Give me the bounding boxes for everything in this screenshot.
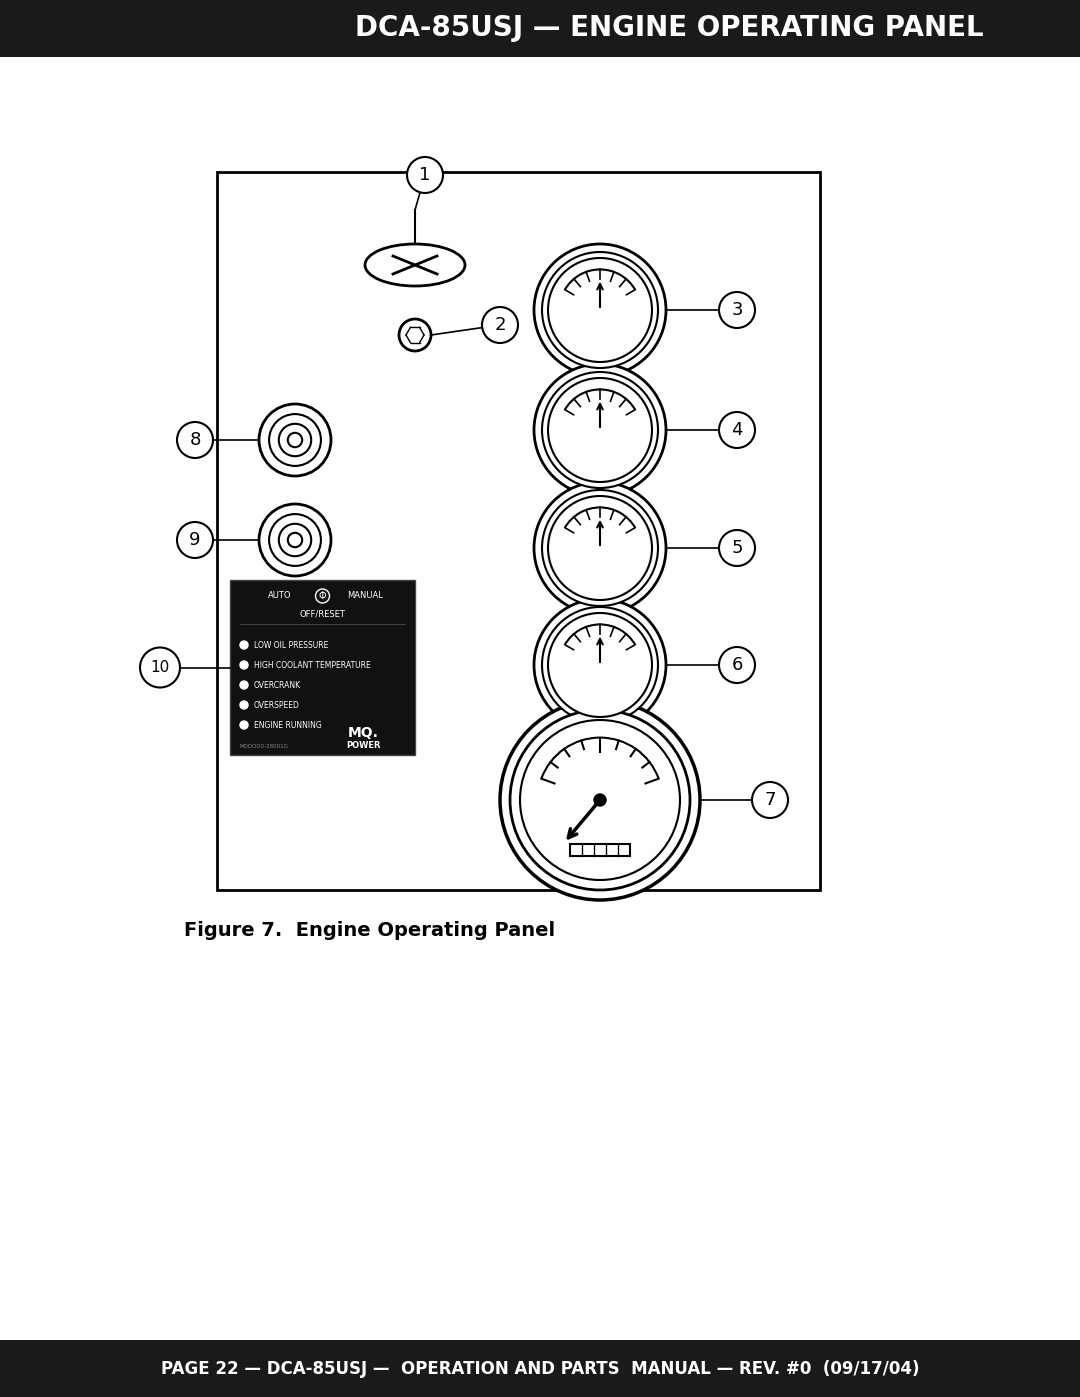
Circle shape <box>287 532 302 548</box>
Circle shape <box>287 433 302 447</box>
Circle shape <box>548 613 652 717</box>
Text: 10: 10 <box>150 659 170 675</box>
Text: OVERCRANK: OVERCRANK <box>254 680 301 690</box>
Circle shape <box>719 292 755 328</box>
Text: HIGH COOLANT TEMPERATURE: HIGH COOLANT TEMPERATURE <box>254 661 370 669</box>
Circle shape <box>519 719 680 880</box>
Circle shape <box>510 710 690 890</box>
Circle shape <box>399 319 431 351</box>
Text: 8: 8 <box>189 432 201 448</box>
Text: MODOO0-28001G: MODOO0-28001G <box>240 745 288 750</box>
Text: OFF/RESET: OFF/RESET <box>299 609 346 619</box>
Text: 7: 7 <box>765 791 775 809</box>
Circle shape <box>269 414 321 467</box>
Circle shape <box>240 661 248 669</box>
Text: MQ.: MQ. <box>348 726 379 740</box>
Text: MANUAL: MANUAL <box>347 591 383 601</box>
Ellipse shape <box>365 244 465 286</box>
Circle shape <box>240 641 248 650</box>
Circle shape <box>534 244 666 376</box>
Circle shape <box>534 365 666 496</box>
Circle shape <box>315 590 329 604</box>
Text: Figure 7.  Engine Operating Panel: Figure 7. Engine Operating Panel <box>185 921 555 940</box>
Text: POWER: POWER <box>346 740 380 750</box>
Circle shape <box>542 251 658 367</box>
Text: PAGE 22 — DCA-85USJ —  OPERATION AND PARTS  MANUAL — REV. #0  (09/17/04): PAGE 22 — DCA-85USJ — OPERATION AND PART… <box>161 1359 919 1377</box>
Text: LOW OIL PRESSURE: LOW OIL PRESSURE <box>254 640 328 650</box>
Text: 3: 3 <box>731 300 743 319</box>
Bar <box>0 0 1080 57</box>
Text: 4: 4 <box>731 420 743 439</box>
Circle shape <box>177 422 213 458</box>
Circle shape <box>407 156 443 193</box>
Circle shape <box>594 793 606 806</box>
Text: Φ: Φ <box>319 591 326 601</box>
Circle shape <box>548 379 652 482</box>
Circle shape <box>140 647 180 687</box>
Circle shape <box>259 404 330 476</box>
Circle shape <box>542 490 658 606</box>
Bar <box>217 172 820 890</box>
Text: ENGINE RUNNING: ENGINE RUNNING <box>254 721 322 729</box>
Text: DCA-85USJ — ENGINE OPERATING PANEL: DCA-85USJ — ENGINE OPERATING PANEL <box>355 14 984 42</box>
Circle shape <box>548 496 652 599</box>
Text: 2: 2 <box>495 316 505 334</box>
Text: 6: 6 <box>731 657 743 673</box>
Circle shape <box>240 721 248 729</box>
Circle shape <box>542 372 658 488</box>
Bar <box>0 1340 1080 1397</box>
Circle shape <box>542 608 658 724</box>
Circle shape <box>719 412 755 448</box>
Circle shape <box>534 599 666 731</box>
Circle shape <box>500 700 700 900</box>
Circle shape <box>482 307 518 344</box>
Text: 5: 5 <box>731 539 743 557</box>
Circle shape <box>269 514 321 566</box>
Circle shape <box>240 701 248 710</box>
Circle shape <box>719 529 755 566</box>
Circle shape <box>279 524 311 556</box>
Text: OVERSPEED: OVERSPEED <box>254 700 300 710</box>
Circle shape <box>279 423 311 457</box>
Circle shape <box>240 680 248 689</box>
Bar <box>230 580 415 754</box>
Circle shape <box>719 647 755 683</box>
Circle shape <box>177 522 213 557</box>
Circle shape <box>752 782 788 819</box>
Text: 9: 9 <box>189 531 201 549</box>
Text: AUTO: AUTO <box>268 591 292 601</box>
Circle shape <box>548 258 652 362</box>
Circle shape <box>534 482 666 615</box>
Text: 1: 1 <box>419 166 431 184</box>
Bar <box>570 844 630 856</box>
Circle shape <box>259 504 330 576</box>
